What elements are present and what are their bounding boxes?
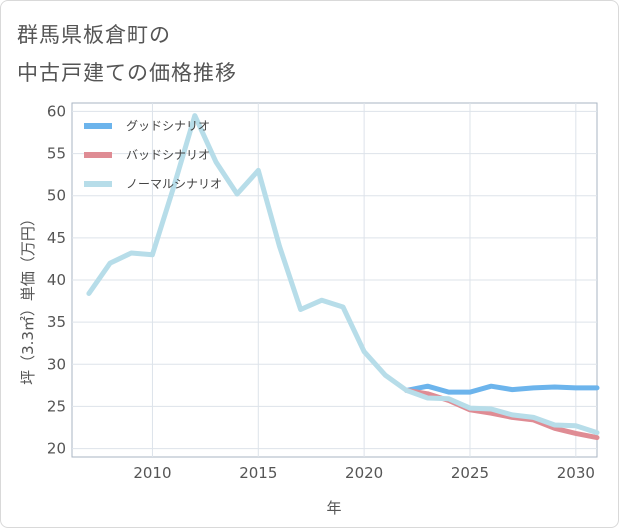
legend-label-0: グッドシナリオ [126,119,210,133]
x-tick-label: 2025 [451,464,489,482]
series-layer [86,113,600,441]
y-tick-label: 20 [47,440,66,458]
y-tick-label: 35 [47,313,66,331]
y-tick-label: 55 [47,145,66,163]
chart-title-line2: 中古戸建ての価格推移 [17,61,237,85]
legend-label-1: バッドシナリオ [126,148,210,162]
series-line-0 [404,383,600,395]
chart-title-line1: 群馬県板倉町の [17,23,171,47]
x-tick-label: 2030 [557,464,595,482]
y-tick-label: 45 [47,229,66,247]
y-tick-label: 50 [47,187,66,205]
legend-label-2: ノーマルシナリオ [126,177,222,191]
x-tick-label: 2020 [345,464,383,482]
x-tick-label: 2010 [133,464,171,482]
x-axis-title: 年 [326,499,341,517]
y-tick-label: 40 [47,271,66,289]
grid [72,103,597,457]
x-tick-label: 2015 [239,464,277,482]
y-axis-title: 坪（3.3㎡）単価（万円） [19,211,37,385]
y-tick-label: 60 [47,102,66,120]
y-tick-label: 25 [47,397,66,415]
y-tick-label: 30 [47,355,66,373]
series-line-2 [86,113,600,436]
